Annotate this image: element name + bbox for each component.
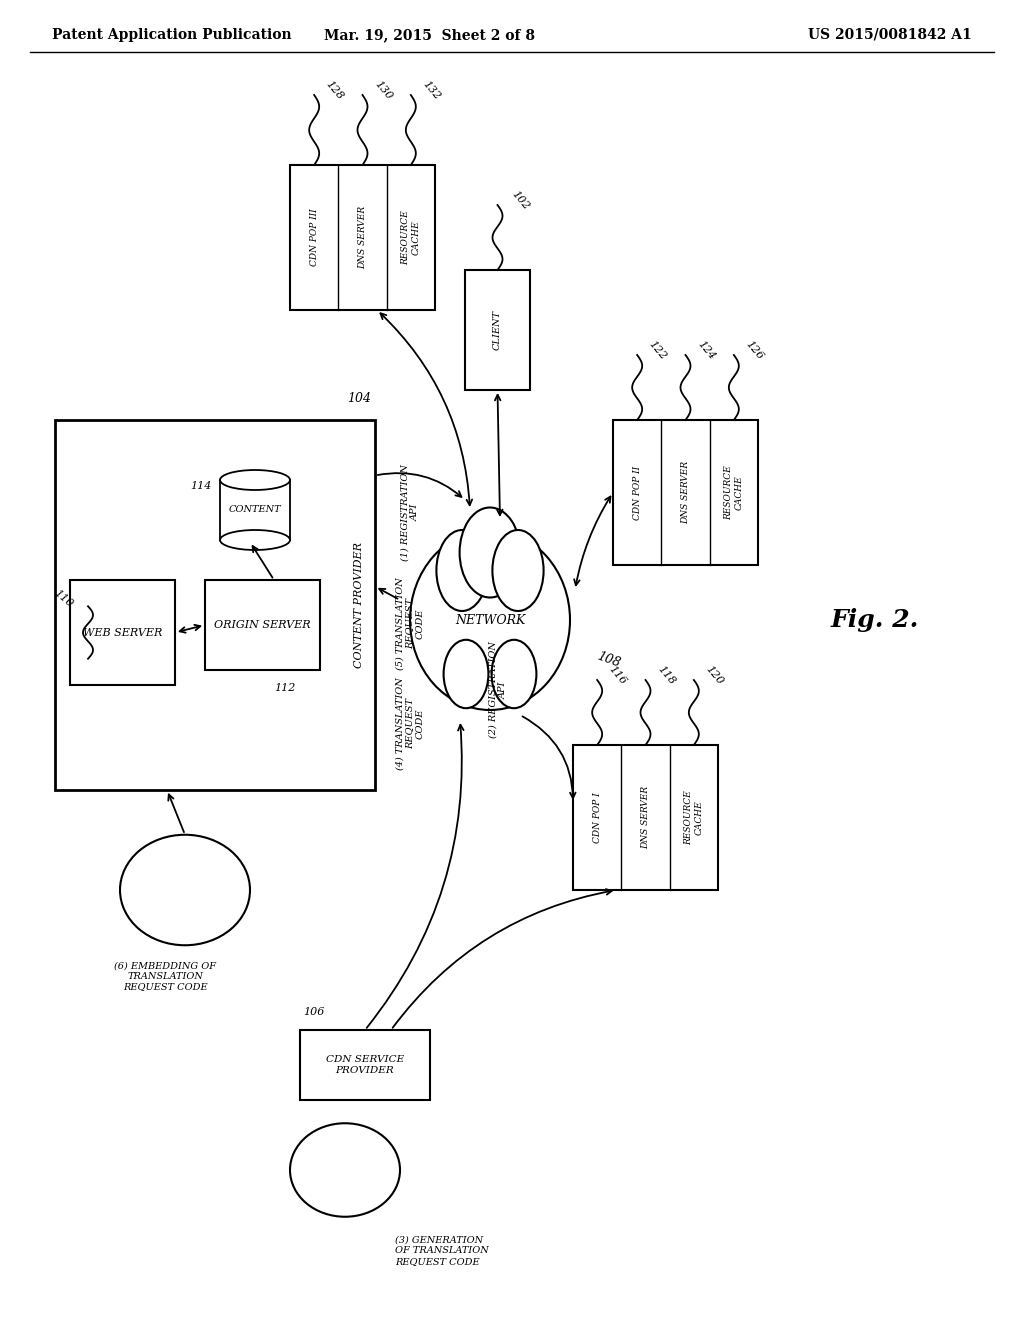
Text: 112: 112 (274, 682, 295, 693)
Bar (613, 420, 758, 565)
Text: DNS SERVER: DNS SERVER (681, 461, 690, 524)
Text: CDN POP I: CDN POP I (593, 792, 602, 842)
Bar (465, 271, 530, 389)
Text: CONTENT: CONTENT (228, 506, 282, 515)
Ellipse shape (443, 640, 488, 709)
Text: RESOURCE
CACHE: RESOURCE CACHE (684, 791, 703, 845)
Text: (6) EMBEDDING OF
TRANSLATION
REQUEST CODE: (6) EMBEDDING OF TRANSLATION REQUEST COD… (114, 961, 216, 991)
Text: 102: 102 (510, 189, 530, 211)
Ellipse shape (492, 640, 537, 709)
Text: ORIGIN SERVER: ORIGIN SERVER (214, 620, 311, 630)
Text: 108: 108 (595, 649, 622, 671)
Text: NETWORK: NETWORK (455, 614, 525, 627)
Text: CONTENT PROVIDER: CONTENT PROVIDER (354, 543, 364, 668)
Text: 124: 124 (695, 339, 717, 362)
Bar (300, 1030, 430, 1100)
Text: CDN POP II: CDN POP II (633, 466, 642, 520)
Text: 116: 116 (607, 664, 629, 686)
Ellipse shape (436, 531, 487, 611)
Text: 122: 122 (647, 339, 669, 362)
Ellipse shape (493, 531, 544, 611)
Text: CDN POP III: CDN POP III (309, 209, 318, 267)
Bar (573, 744, 718, 890)
Text: DNS SERVER: DNS SERVER (641, 785, 650, 849)
Ellipse shape (120, 834, 250, 945)
Bar (205, 579, 319, 671)
Bar (70, 579, 175, 685)
Ellipse shape (410, 531, 570, 710)
Text: RESOURCE
CACHE: RESOURCE CACHE (724, 465, 743, 520)
Text: 110: 110 (52, 589, 75, 610)
Text: Patent Application Publication: Patent Application Publication (52, 28, 292, 42)
Text: 128: 128 (325, 79, 345, 102)
Text: 118: 118 (655, 664, 677, 686)
Text: (1) REGISTRATION
API: (1) REGISTRATION API (400, 465, 420, 561)
Text: 130: 130 (373, 79, 394, 102)
Text: DNS SERVER: DNS SERVER (358, 206, 367, 269)
Text: 126: 126 (743, 339, 765, 362)
Ellipse shape (460, 507, 520, 598)
Text: RESOURCE
CACHE: RESOURCE CACHE (401, 210, 421, 265)
Text: (3) GENERATION
OF TRANSLATION
REQUEST CODE: (3) GENERATION OF TRANSLATION REQUEST CO… (395, 1236, 488, 1266)
Text: CLIENT: CLIENT (493, 310, 502, 350)
Bar (220, 480, 290, 540)
Text: (5) TRANSLATION
REQUEST
CODE: (5) TRANSLATION REQUEST CODE (395, 577, 425, 669)
Text: 104: 104 (347, 392, 371, 405)
Bar (290, 165, 435, 310)
Text: (2) REGISTRATION
API: (2) REGISTRATION API (488, 642, 508, 738)
Text: Fig. 2.: Fig. 2. (830, 609, 920, 632)
Text: Mar. 19, 2015  Sheet 2 of 8: Mar. 19, 2015 Sheet 2 of 8 (325, 28, 536, 42)
Text: 106: 106 (303, 1007, 325, 1016)
Text: 114: 114 (190, 480, 212, 491)
Text: WEB SERVER: WEB SERVER (83, 627, 162, 638)
Text: 120: 120 (703, 664, 725, 686)
Text: US 2015/0081842 A1: US 2015/0081842 A1 (808, 28, 972, 42)
Ellipse shape (220, 470, 290, 490)
Text: (4) TRANSLATION
REQUEST
CODE: (4) TRANSLATION REQUEST CODE (395, 677, 425, 770)
Bar (55, 420, 375, 789)
Text: CDN SERVICE
PROVIDER: CDN SERVICE PROVIDER (326, 1055, 404, 1074)
Ellipse shape (290, 1123, 400, 1217)
Text: 132: 132 (421, 79, 442, 102)
Ellipse shape (220, 531, 290, 550)
